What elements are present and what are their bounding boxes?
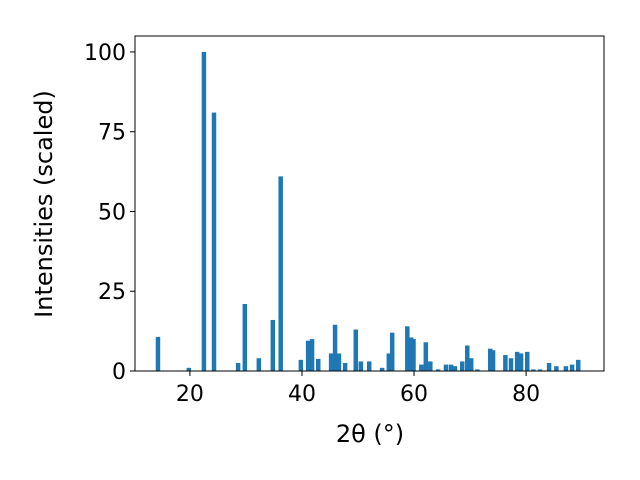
bar: [563, 366, 569, 371]
bar: [256, 358, 262, 371]
bar: [270, 319, 276, 371]
bar: [468, 358, 474, 371]
y-tick-label: 0: [112, 360, 126, 385]
bar: [328, 353, 334, 371]
bar: [531, 369, 536, 371]
bar: [278, 176, 283, 371]
x-axis-label: 2θ (°): [336, 420, 404, 448]
bar: [452, 366, 458, 371]
bar: [443, 364, 449, 371]
bar: [155, 336, 161, 371]
bar: [336, 353, 342, 371]
bar: [309, 339, 315, 371]
bar: [537, 369, 543, 371]
bar: [332, 324, 338, 371]
x-tick-label: 40: [288, 382, 316, 407]
bar: [488, 348, 493, 371]
bar: [389, 332, 395, 371]
bar: [353, 329, 359, 371]
bar: [435, 369, 441, 371]
bar: [409, 337, 414, 371]
plot-area: [155, 51, 581, 372]
y-tick-label: 75: [98, 121, 126, 146]
bar: [358, 361, 364, 371]
x-tick-label: 60: [400, 382, 428, 407]
bar: [518, 353, 524, 371]
bar: [235, 363, 241, 371]
bar: [386, 353, 392, 371]
bar: [315, 358, 321, 371]
bar: [508, 358, 514, 371]
bar: [490, 350, 496, 371]
bar: [242, 304, 248, 371]
bar: [379, 367, 385, 371]
bar: [305, 340, 311, 371]
bar: [419, 364, 424, 371]
x-tick-label: 20: [176, 382, 204, 407]
bar: [342, 363, 348, 371]
y-tick-label: 100: [84, 41, 126, 66]
bar: [465, 345, 470, 371]
y-tick-label: 50: [98, 200, 126, 225]
bar: [569, 364, 575, 371]
bar: [186, 367, 192, 371]
bar: [423, 342, 429, 371]
bar: [211, 112, 217, 372]
y-axis-label: Intensities (scaled): [30, 90, 58, 318]
bar: [514, 351, 520, 371]
bar: [201, 51, 207, 371]
bar: [546, 363, 552, 371]
bar: [366, 361, 372, 371]
plot-frame: [134, 35, 605, 372]
bar: [298, 359, 304, 371]
bar: [503, 355, 508, 371]
bar: [554, 366, 559, 371]
bar: [459, 361, 465, 371]
bar: [405, 326, 410, 371]
x-tick-label: 80: [512, 382, 540, 407]
y-tick-label: 25: [98, 280, 126, 305]
bar: [575, 359, 581, 371]
bar: [448, 364, 454, 371]
bar: [524, 351, 530, 371]
bar: [411, 339, 416, 371]
bar: [475, 369, 480, 371]
bar: [428, 361, 433, 371]
